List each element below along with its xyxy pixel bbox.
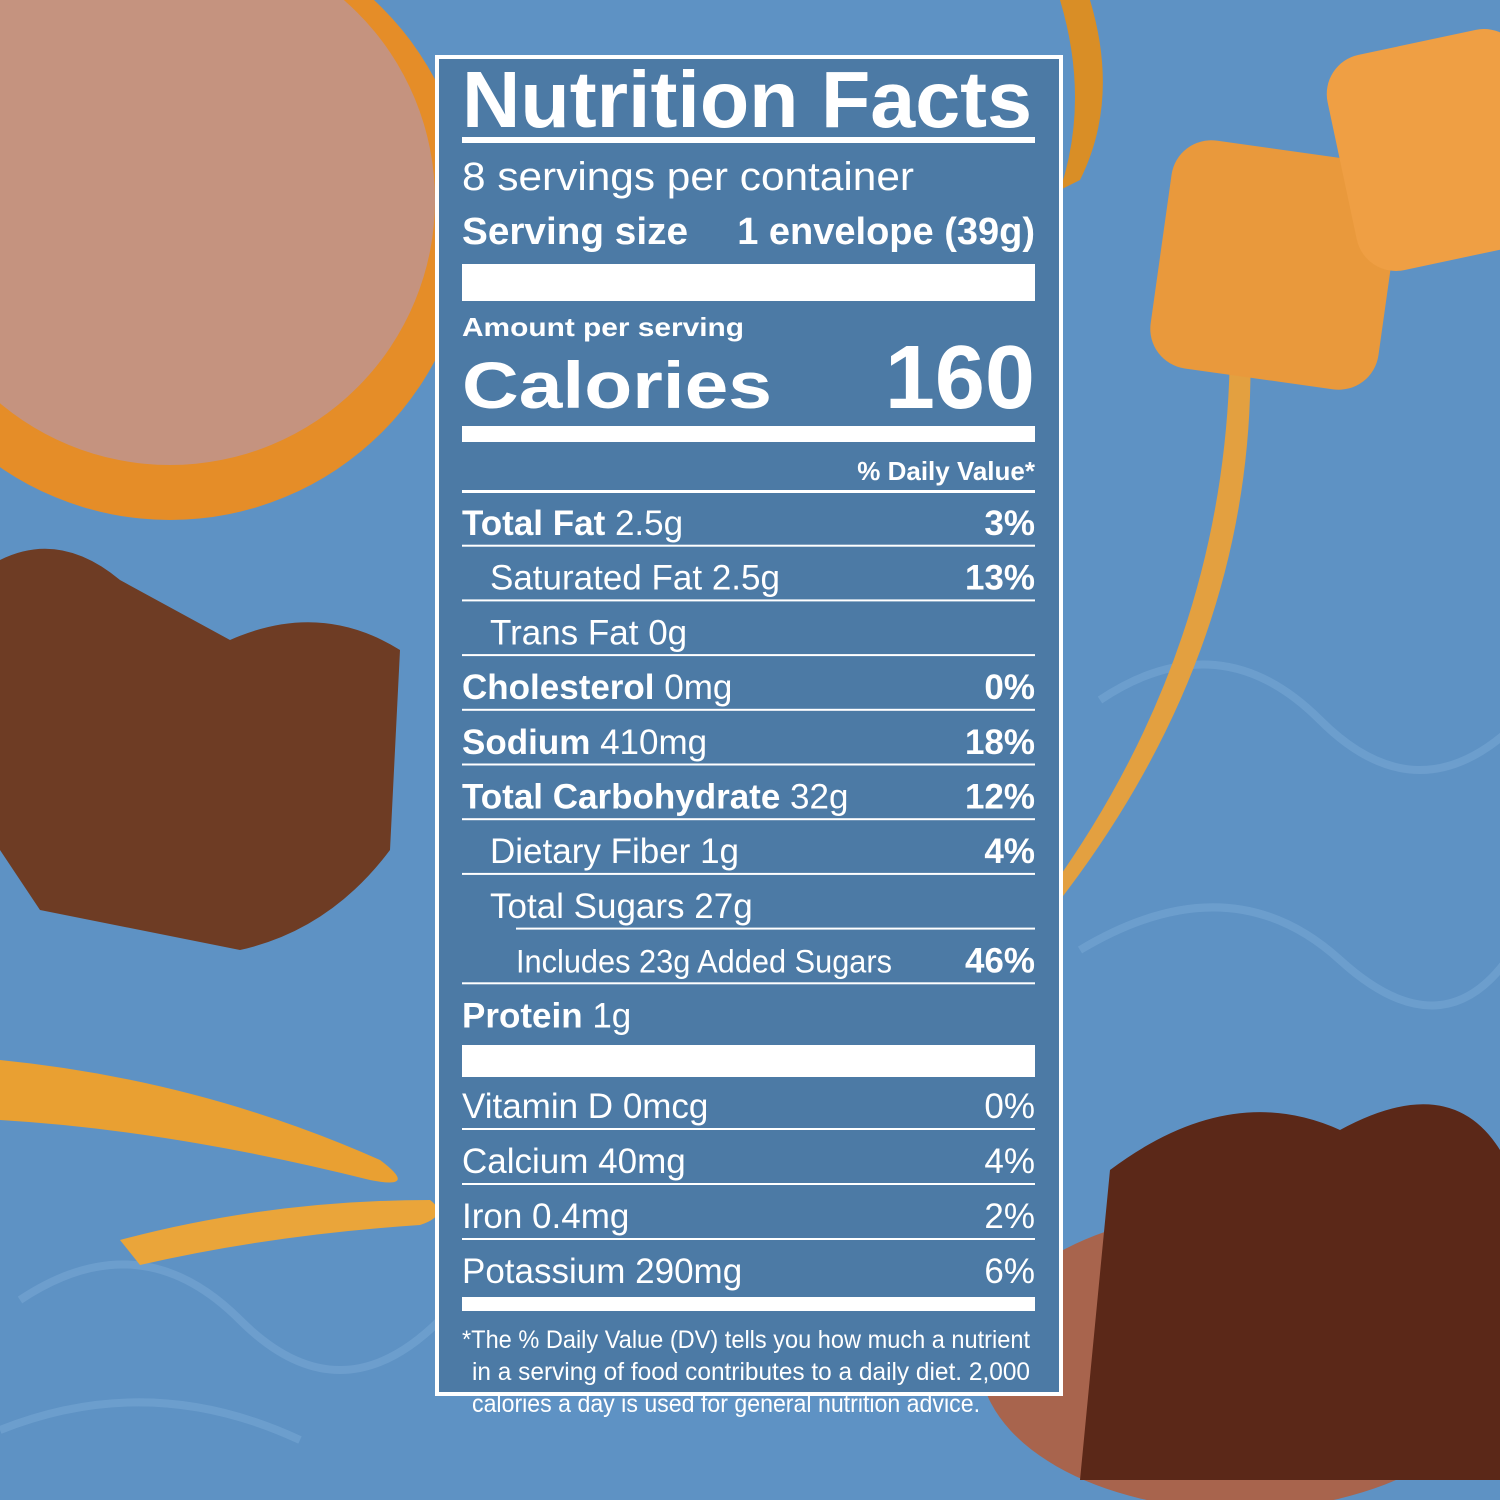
rule [462, 264, 1035, 301]
nutrient-row: Total Fat 2.5g [462, 504, 683, 543]
rule [462, 544, 1035, 547]
rule [462, 708, 1035, 711]
calories-label: Calories [462, 348, 772, 422]
nutrient-row: Trans Fat 0g [490, 613, 687, 652]
nutrient-name: Dietary Fiber [490, 832, 691, 871]
daily-value: 4% [984, 1142, 1035, 1181]
nutrient-row: Saturated Fat 2.5g [490, 559, 780, 598]
vitamin-row: Vitamin D 0mcg [462, 1087, 708, 1126]
nutrient-name: Cholesterol [462, 668, 655, 707]
daily-value: 6% [984, 1252, 1035, 1291]
daily-value: 2% [984, 1197, 1035, 1236]
daily-value: 4% [984, 832, 1035, 871]
serving-size-value: 1 envelope (39g) [737, 211, 1035, 253]
rule [462, 1183, 1035, 1185]
nutrient-amount: 0mg [664, 668, 732, 707]
vitamin-row: Potassium 290mg [462, 1252, 742, 1291]
calories-value: 160 [885, 328, 1035, 428]
vitamin-amount: 40mg [598, 1142, 686, 1181]
daily-value: 0% [984, 668, 1035, 707]
nutrient-amount: 0g [648, 613, 687, 652]
nutrient-amount: 1g [700, 832, 739, 871]
rule [462, 818, 1035, 821]
caramel-cube [1326, 29, 1500, 271]
nutrient-name: Total Fat [462, 504, 606, 543]
rule [462, 1045, 1035, 1077]
vitamin-amount: 290mg [635, 1252, 742, 1291]
rule [462, 599, 1035, 602]
daily-value: 13% [965, 559, 1035, 598]
nutrient-row: Total Sugars 27g [490, 887, 753, 926]
title: Nutrition Facts [462, 55, 1032, 144]
nutrient-name: Trans Fat [490, 613, 639, 652]
amount-per-serving: Amount per serving [462, 312, 744, 342]
dv-header: % Daily Value* [857, 456, 1036, 486]
vitamin-row: Iron 0.4mg [462, 1197, 629, 1236]
nutrient-row: Total Carbohydrate 32g [462, 778, 848, 817]
nutrient-name: Protein [462, 996, 583, 1035]
rule [516, 927, 1035, 930]
nutrient-amount: 27g [694, 887, 752, 926]
nutrient-name: Saturated Fat [490, 559, 702, 598]
rule [462, 426, 1035, 442]
nutrient-amount: 2.5g [712, 559, 780, 598]
cocoa-drink [0, 0, 435, 465]
label-content: Nutrition Facts 8 servings per container S… [462, 55, 1036, 1418]
nutrient-amount: 32g [790, 778, 848, 817]
vitamin-amount: 0mcg [623, 1087, 709, 1126]
vitamin-name: Iron [462, 1197, 522, 1236]
daily-value: 46% [965, 942, 1035, 981]
nutrient-name: Includes 23g Added Sugars [516, 944, 892, 980]
nutrient-amount: 2.5g [615, 504, 683, 543]
rule [462, 1128, 1035, 1130]
nutrient-amount: 410mg [600, 723, 707, 762]
caramel-drizzle [120, 1200, 438, 1265]
vitamin-row: Calcium 40mg [462, 1142, 686, 1181]
chocolate-chunks [0, 548, 400, 950]
rule [462, 137, 1035, 143]
rule [462, 654, 1035, 657]
rule [462, 982, 1035, 985]
servings: 8 servings per container [462, 155, 914, 199]
vitamin-name: Vitamin D [462, 1087, 613, 1126]
rule [462, 1297, 1035, 1311]
serving-size-label: Serving size [462, 211, 688, 253]
caramel-drizzle [1060, 0, 1103, 190]
daily-value: 12% [965, 778, 1035, 817]
nutrient-name: Total Carbohydrate [462, 778, 780, 817]
daily-value: 3% [984, 504, 1035, 543]
footnote-line: *The % Daily Value (DV) tells you how mu… [462, 1326, 1030, 1354]
nutrient-name: Sodium [462, 723, 590, 762]
rule [462, 1238, 1035, 1240]
footnote-line: calories a day is used for general nutri… [472, 1390, 980, 1418]
vitamin-amount: 0.4mg [532, 1197, 629, 1236]
caramel-drizzle [1050, 340, 1251, 900]
nutrient-row: Protein 1g [462, 996, 631, 1035]
nutrient-row: Includes 23g Added Sugars [516, 944, 892, 980]
rule [462, 872, 1035, 875]
chocolate-curls [1080, 1104, 1500, 1480]
daily-value: 0% [984, 1087, 1035, 1126]
vitamin-name: Calcium [462, 1142, 588, 1181]
caramel-drizzle [0, 1060, 398, 1183]
nutrient-amount: 1g [592, 996, 631, 1035]
nutrient-row: Dietary Fiber 1g [490, 832, 739, 871]
nutrient-row: Cholesterol 0mg [462, 668, 732, 707]
nutrient-name: Total Sugars [490, 887, 685, 926]
rule [462, 490, 1035, 493]
rule [462, 763, 1035, 766]
footnote-line: in a serving of food contributes to a da… [472, 1358, 1030, 1386]
vitamin-name: Potassium [462, 1252, 625, 1291]
nutrient-row: Sodium 410mg [462, 723, 707, 762]
caramel-cube [1150, 140, 1400, 390]
daily-value: 18% [965, 723, 1035, 762]
